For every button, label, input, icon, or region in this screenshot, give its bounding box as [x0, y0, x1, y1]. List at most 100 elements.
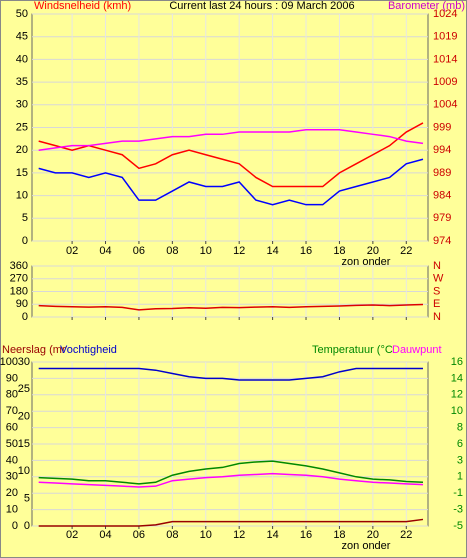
y2-tick-label: 8 — [457, 422, 463, 434]
y3-tick-label: 10 — [18, 465, 30, 477]
x-tick-label: 04 — [99, 245, 111, 257]
x-tick-label: 02 — [66, 245, 78, 257]
x-tick-label: 06 — [133, 529, 145, 541]
x-tick-label: 18 — [333, 529, 345, 541]
y2-tick-label: -5 — [453, 520, 463, 532]
y2-tick-label: 994 — [433, 144, 451, 156]
y2-tick-label: 974 — [433, 235, 451, 247]
x-tick-label: 12 — [233, 529, 245, 541]
y-tick-label: 50 — [6, 438, 18, 450]
y2-tick-label: 1004 — [433, 99, 457, 111]
y3-tick-label: 30 — [18, 356, 30, 368]
series-line — [38, 367, 423, 381]
y-tick-label: 15 — [16, 167, 28, 179]
y2-tick-label: -1 — [453, 487, 463, 499]
y-tick-label: 35 — [16, 76, 28, 88]
y-tick-label: 100 — [0, 356, 18, 368]
y-tick-label: 90 — [16, 298, 28, 310]
x-tick-label: 16 — [300, 529, 312, 541]
chart-title: Current last 24 hours : 09 March 2006 — [169, 0, 354, 12]
series-line — [38, 472, 424, 488]
y-tick-label: 0 — [22, 235, 28, 247]
x-tick-label: 16 — [300, 245, 312, 257]
y-tick-label: 20 — [16, 144, 28, 156]
y2-tick-label: W — [433, 273, 444, 285]
y-tick-label: 40 — [6, 454, 18, 466]
x-tick-label: 18 — [333, 245, 345, 257]
y-tick-label: 10 — [6, 504, 18, 516]
y-tick-label: 10 — [16, 190, 28, 202]
y3-tick-label: 5 — [24, 493, 30, 505]
y2-tick-label: 16 — [451, 356, 463, 368]
legend-label: Neerslag (mr — [2, 344, 66, 356]
y2-tick-label: 984 — [433, 190, 451, 202]
x-tick-label: 10 — [200, 245, 212, 257]
series-line — [38, 303, 424, 311]
y2-tick-label: 1009 — [433, 76, 457, 88]
y2-tick-label: S — [433, 285, 440, 297]
y2-tick-label: 1019 — [433, 31, 457, 43]
x-tick-label: 08 — [166, 245, 178, 257]
y-tick-label: 80 — [6, 389, 18, 401]
y-tick-label: 20 — [6, 487, 18, 499]
y-axis-label: Windsnelheid (kmh) — [34, 0, 131, 12]
y2-tick-label: 1 — [457, 471, 463, 483]
x-tick-label: 02 — [66, 529, 78, 541]
y-tick-label: 30 — [6, 471, 18, 483]
x-tick-label: 06 — [133, 245, 145, 257]
y2-tick-label: 12 — [451, 389, 463, 401]
annotation: zon onder — [342, 540, 391, 552]
y-tick-label: 5 — [22, 212, 28, 224]
x-tick-label: 20 — [367, 529, 379, 541]
y2-tick-label: E — [433, 298, 440, 310]
y2-tick-label: 6 — [457, 438, 463, 450]
y2-tick-label: 10 — [451, 405, 463, 417]
y2-tick-label: 1014 — [433, 53, 457, 65]
y2-tick-label: N — [433, 260, 441, 272]
y3-tick-label: 20 — [18, 411, 30, 423]
y-tick-label: 360 — [10, 260, 28, 272]
x-tick-label: 04 — [99, 529, 111, 541]
x-tick-label: 12 — [233, 245, 245, 257]
series-line — [38, 460, 424, 485]
y-tick-label: 90 — [6, 372, 18, 384]
y2-tick-label: 979 — [433, 212, 451, 224]
y-tick-label: 50 — [16, 8, 28, 20]
legend-label: Vochtigheid — [60, 344, 117, 356]
y-tick-label: 0 — [22, 311, 28, 323]
y-tick-label: 30 — [16, 99, 28, 111]
x-tick-label: 20 — [367, 245, 379, 257]
x-tick-label: 14 — [266, 529, 278, 541]
y2-tick-label: 14 — [451, 372, 463, 384]
legend-label: Dauwpunt — [392, 344, 442, 356]
y2-tick-label: -3 — [453, 504, 463, 516]
y-tick-label: 25 — [16, 121, 28, 133]
x-tick-label: 08 — [166, 529, 178, 541]
series-line — [38, 122, 424, 188]
y-tick-label: 270 — [10, 273, 28, 285]
y3-tick-label: 0 — [24, 520, 30, 532]
y-tick-label: 45 — [16, 31, 28, 43]
x-tick-label: 10 — [200, 529, 212, 541]
series-line — [38, 129, 424, 151]
y2-tick-label: 1024 — [433, 8, 457, 20]
series-line — [38, 158, 424, 206]
y2-tick-label: 3 — [457, 454, 463, 466]
y2-tick-label: 999 — [433, 121, 451, 133]
y3-tick-label: 25 — [18, 383, 30, 395]
y2-axis-label: Barometer (mb) — [388, 0, 465, 12]
series-line — [38, 518, 424, 527]
y-tick-label: 40 — [16, 53, 28, 65]
y-tick-label: 180 — [10, 285, 28, 297]
y3-tick-label: 15 — [18, 438, 30, 450]
y-tick-label: 60 — [6, 422, 18, 434]
annotation: zon onder — [342, 256, 391, 268]
x-tick-label: 22 — [400, 529, 412, 541]
y-tick-label: 0 — [12, 520, 18, 532]
legend-label: Temperatuur (°C — [312, 344, 393, 356]
y2-tick-label: 989 — [433, 167, 451, 179]
y-tick-label: 70 — [6, 405, 18, 417]
x-tick-label: 14 — [266, 245, 278, 257]
